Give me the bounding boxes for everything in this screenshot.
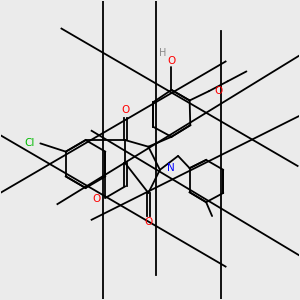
- Text: O: O: [214, 86, 222, 96]
- Text: Cl: Cl: [24, 138, 34, 148]
- Text: O: O: [92, 194, 100, 204]
- Text: O: O: [144, 217, 152, 227]
- Text: O: O: [121, 105, 129, 116]
- Text: O: O: [167, 56, 175, 67]
- Text: H: H: [159, 48, 167, 58]
- Text: N: N: [167, 163, 174, 173]
